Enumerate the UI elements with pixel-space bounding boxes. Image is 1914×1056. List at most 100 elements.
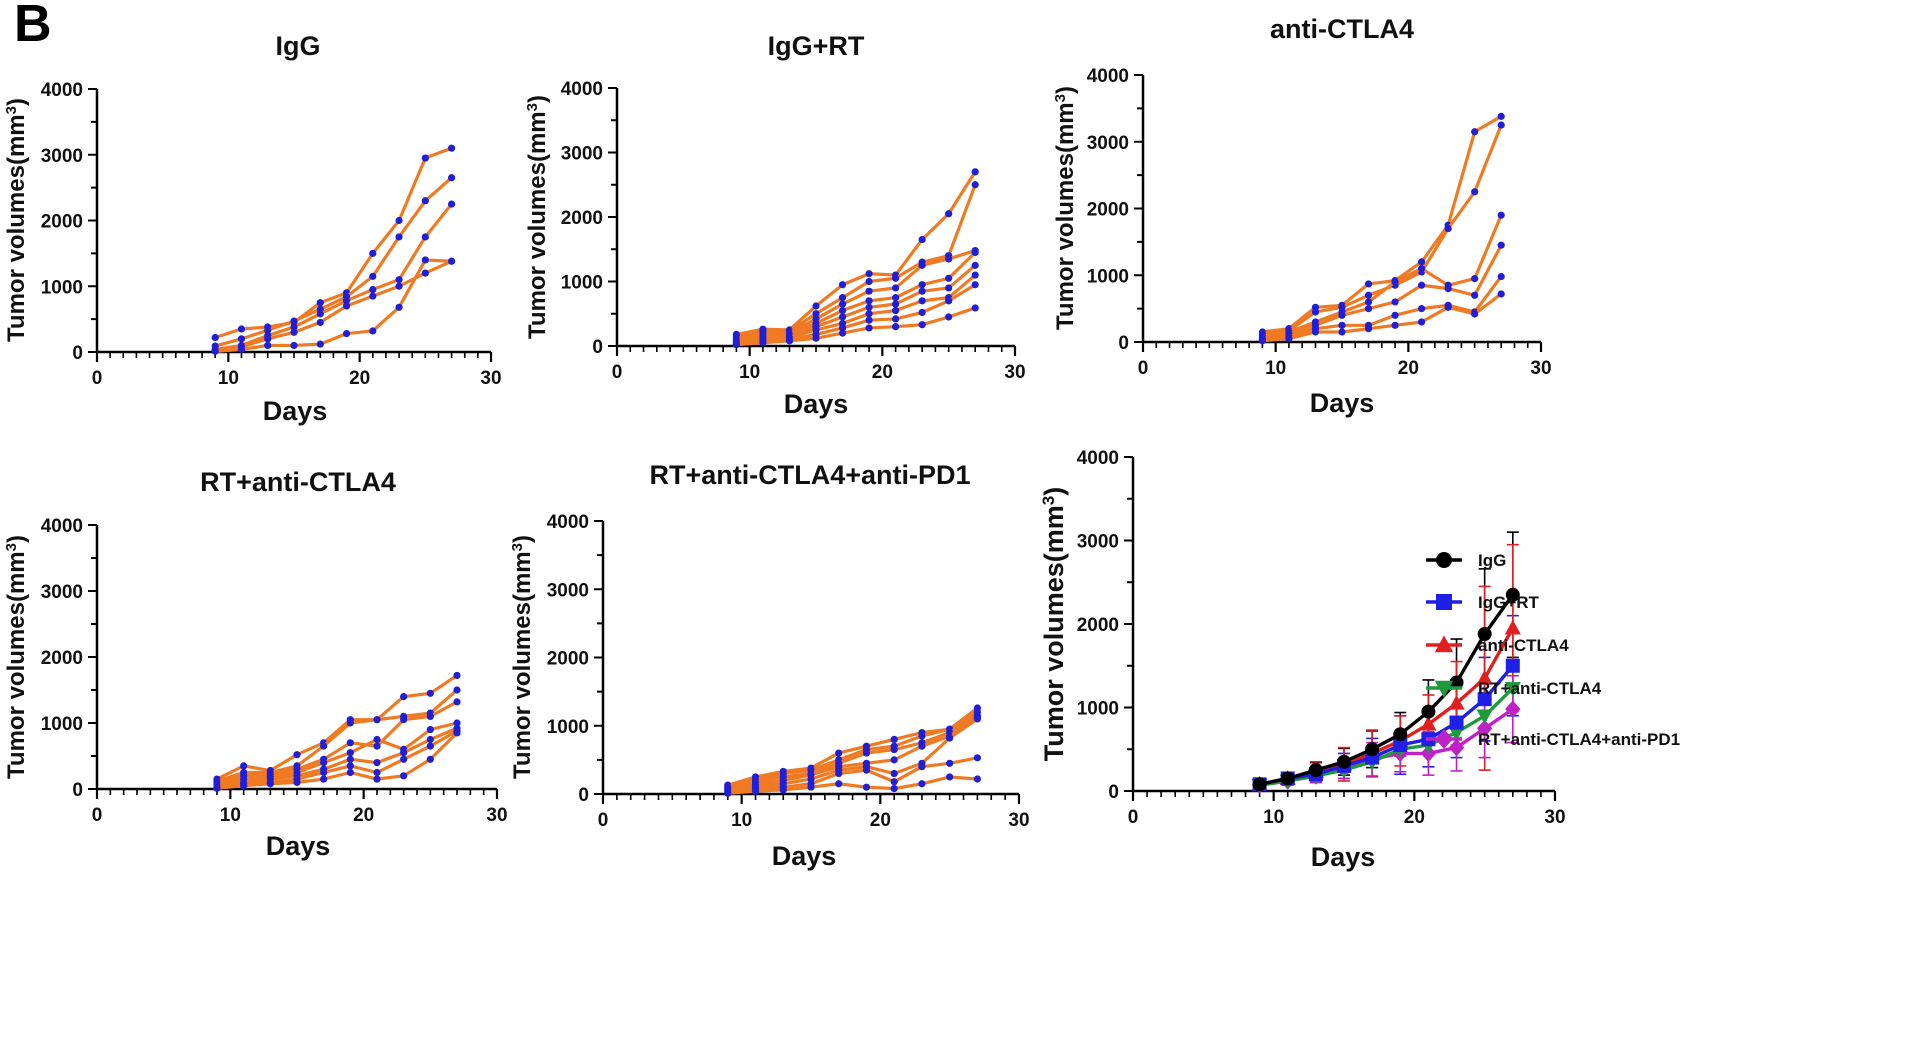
data-point (945, 210, 953, 218)
data-point (812, 302, 820, 310)
mean-line (1259, 664, 1515, 786)
data-point (1311, 308, 1320, 316)
y-axis-label: Tumor volumes(mm3) (3, 535, 31, 779)
data-point (918, 308, 926, 317)
legend-label: RT+anti-CTLA4 (1478, 679, 1602, 698)
y-axis-label-close: ) (509, 535, 536, 543)
data-point (1391, 298, 1399, 306)
data-point (1471, 274, 1479, 283)
data-point (751, 787, 760, 795)
data-point (865, 297, 873, 305)
data-point (400, 693, 408, 701)
y-axis-label-text: Tumor volumes(mm (1039, 505, 1069, 761)
chart-panel: anti-CTLA4 0 10 20 30 0 1000 2000 3000 4000 Days Tu… (1052, 14, 1552, 418)
y-axis-label-superscript: 3 (524, 103, 541, 111)
y-tick-label: 4000 (41, 516, 83, 537)
x-tick-label: 30 (480, 368, 501, 389)
data-point (973, 754, 982, 762)
mean-marker (1421, 704, 1436, 719)
y-tick-label: 2000 (41, 648, 83, 669)
data-point (346, 739, 354, 747)
chart-title: RT+anti-CTLA4+anti-PD1 (649, 460, 970, 490)
y-tick-label: 3000 (561, 144, 603, 165)
data-point (342, 329, 351, 338)
data-point (1338, 328, 1346, 336)
data-point (264, 341, 272, 350)
data-point (448, 144, 456, 152)
data-point (426, 712, 434, 721)
y-tick-label: 2000 (561, 208, 603, 229)
data-point (838, 306, 847, 315)
y-tick-label: 3000 (41, 146, 83, 167)
data-point (237, 345, 246, 353)
mean-marker (1448, 694, 1465, 710)
mean-marker (1476, 669, 1493, 685)
data-point (240, 782, 248, 790)
tumor-growth-line (216, 700, 458, 785)
data-point (865, 270, 873, 278)
legend-label: anti-CTLA4 (1478, 636, 1569, 655)
data-point (918, 742, 926, 750)
mean-marker (1505, 700, 1521, 718)
data-point (918, 281, 926, 289)
legend-swatch-marker (1434, 680, 1454, 698)
chart-panel: 0 10 20 30 0 1000 2000 3000 4000 Days Tumor volume… (1039, 448, 1681, 872)
tumor-growth-line (727, 710, 979, 789)
mean-marker (1449, 675, 1464, 690)
data-point (316, 310, 324, 318)
mean-marker (1308, 763, 1323, 778)
chart-title: IgG (276, 31, 321, 61)
data-point (865, 287, 873, 295)
mean-marker (1477, 627, 1492, 642)
data-point (973, 715, 982, 723)
mean-marker (1337, 754, 1351, 769)
tumor-growth-line (1262, 275, 1503, 341)
data-point (1471, 188, 1479, 196)
data-point (890, 769, 898, 778)
mean-marker (1420, 715, 1437, 731)
y-tick-label: 4000 (547, 512, 589, 533)
data-point (453, 719, 461, 727)
data-point (316, 340, 324, 348)
data-point (945, 284, 953, 292)
data-point (1444, 224, 1452, 233)
data-point (395, 276, 403, 284)
tumor-growth-line (1262, 115, 1503, 334)
y-axis-label-close: ) (1039, 487, 1069, 496)
data-point (838, 294, 847, 302)
data-point (320, 742, 328, 750)
data-point (1471, 128, 1479, 136)
data-point (373, 735, 381, 744)
x-tick-label: 20 (349, 368, 370, 389)
data-point (892, 274, 900, 282)
y-tick-label: 0 (72, 780, 83, 801)
chart-title: anti-CTLA4 (1270, 14, 1414, 44)
panel-label: B (14, 0, 52, 53)
data-point (945, 274, 953, 282)
data-point (835, 780, 843, 788)
y-axis-label-superscript: 3 (509, 543, 526, 551)
x-tick-label: 30 (486, 805, 507, 826)
y-axis-label-text: Tumor volumes(mm (1052, 102, 1079, 330)
mean-marker (1476, 719, 1493, 738)
y-axis-label-close: ) (524, 95, 551, 103)
data-point (946, 773, 954, 781)
mean-marker (1280, 771, 1295, 786)
data-point (421, 197, 429, 205)
data-point (316, 318, 324, 327)
mean-line (1259, 687, 1514, 787)
x-tick-label: 0 (92, 368, 103, 389)
data-point (1497, 211, 1505, 219)
data-point (918, 287, 926, 295)
data-point (211, 333, 219, 342)
data-point (1338, 321, 1346, 329)
data-point (724, 789, 732, 797)
data-point (426, 689, 434, 697)
data-point (290, 341, 298, 350)
data-point (1418, 281, 1426, 289)
legend-label: RT+anti-CTLA4+anti-PD1 (1478, 730, 1680, 749)
data-point (290, 323, 298, 331)
tumor-growth-line (1262, 244, 1503, 340)
mean-marker (1448, 726, 1465, 741)
legend-swatch-marker (1434, 635, 1454, 653)
